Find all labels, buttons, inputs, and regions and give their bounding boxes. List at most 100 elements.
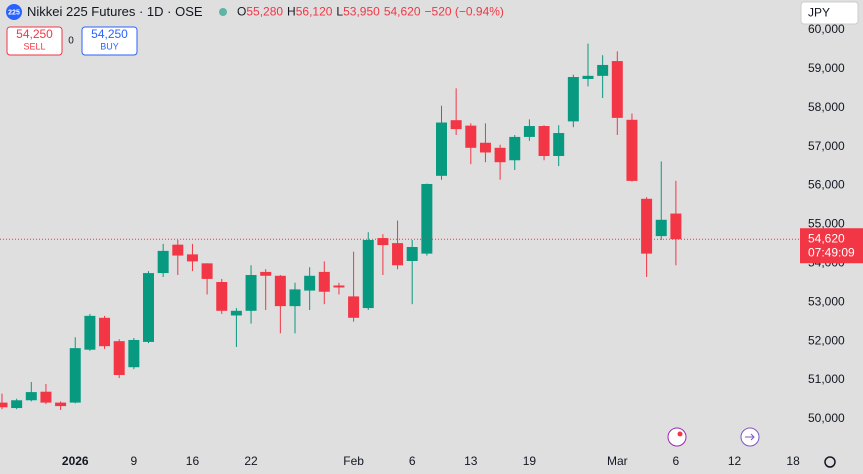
- candle-body: [597, 64, 609, 76]
- candle-body: [245, 275, 257, 311]
- symbol-badge-text: 225: [8, 9, 20, 16]
- candle-body: [274, 275, 286, 307]
- sell-price: 54,250: [16, 27, 53, 41]
- scroll-arrow: [745, 433, 755, 441]
- candle-body: [553, 133, 565, 156]
- candle-body: [186, 254, 198, 262]
- x-tick-label: 6: [409, 454, 416, 468]
- symbol-badge: [6, 4, 22, 20]
- candle-body: [362, 240, 374, 309]
- x-tick-label: 22: [244, 454, 258, 468]
- ohlc-value: 55,280: [246, 5, 283, 19]
- candle-body: [289, 289, 301, 307]
- x-tick-label: Feb: [343, 454, 364, 468]
- x-tick-label: 6: [673, 454, 680, 468]
- y-tick-label: 55,000: [808, 217, 845, 231]
- change: −520 (−0.94%): [425, 5, 504, 19]
- chart-title: Nikkei 225 Futures · 1D · OSE: [27, 4, 203, 19]
- market-status: [219, 8, 227, 16]
- candle-body: [113, 341, 125, 375]
- candle-body: [377, 238, 389, 246]
- ohlc-legend: O55,280 H56,120 L53,950 54,620 −520 (−0.94%): [237, 5, 504, 19]
- candle-body: [216, 282, 228, 311]
- candle-body: [494, 147, 506, 163]
- y-tick-label: 52,000: [808, 333, 845, 347]
- candle-body: [157, 250, 169, 274]
- x-tick-label: 16: [186, 454, 200, 468]
- candle-body: [172, 244, 184, 256]
- plot: [0, 43, 800, 410]
- candle-body: [99, 317, 111, 347]
- candle-body: [40, 391, 52, 403]
- y-tick-label: 58,000: [808, 100, 845, 114]
- candle-body: [538, 126, 550, 156]
- spread: 0: [68, 36, 74, 47]
- countdown: 07:49:09: [808, 245, 855, 259]
- candle-body: [465, 125, 477, 148]
- ohlc-key: L: [336, 5, 343, 19]
- candle-body: [69, 348, 81, 403]
- currency-button[interactable]: [800, 1, 859, 25]
- x-tick-label: 18: [786, 454, 800, 468]
- y-tick-label: 59,000: [808, 61, 845, 75]
- y-tick-label: 60,000: [808, 22, 845, 36]
- y-tick-label: 51,000: [808, 372, 845, 386]
- buy-price: 54,250: [91, 27, 128, 41]
- candle-body: [55, 402, 67, 407]
- candle-body: [84, 315, 96, 350]
- currency: JPY: [808, 6, 830, 20]
- candle-body: [421, 183, 433, 254]
- y-tick-label: 50,000: [808, 411, 845, 425]
- candle-body: [582, 75, 594, 79]
- x-tick-label: 19: [523, 454, 537, 468]
- last-value: 54,620: [384, 5, 421, 19]
- candle-body: [567, 77, 579, 122]
- x-tick-label: 9: [131, 454, 138, 468]
- candle-body: [201, 263, 213, 279]
- candle-body: [479, 142, 491, 153]
- candle-body: [333, 285, 345, 288]
- candle-body: [641, 198, 653, 254]
- buy-button[interactable]: [81, 26, 138, 56]
- candle-body: [260, 271, 272, 276]
- event-icon[interactable]: [667, 427, 687, 447]
- candle-body: [0, 402, 8, 408]
- current-price-box: [800, 228, 863, 264]
- candle-body: [655, 219, 667, 237]
- candle-body: [230, 310, 242, 316]
- current-price-label: 54,620: [808, 231, 845, 245]
- event-dot: [677, 431, 683, 437]
- x-tick-label: Mar: [607, 454, 628, 468]
- x-tick-label: 13: [464, 454, 478, 468]
- sell-label: SELL: [23, 41, 45, 51]
- y-tick-label: 57,000: [808, 139, 845, 153]
- ohlc-value: 53,950: [343, 5, 380, 19]
- candle-body: [392, 243, 404, 266]
- ohlc-value: 56,120: [296, 5, 333, 19]
- candle-body: [436, 122, 447, 176]
- candle-body: [348, 296, 360, 318]
- x-tick-label: 2026: [62, 454, 89, 468]
- ohlc-key: H: [287, 5, 296, 19]
- x-tick-label: 12: [728, 454, 742, 468]
- sell-button[interactable]: [6, 26, 63, 56]
- candle-body: [406, 247, 418, 262]
- ohlc-key: O: [237, 5, 246, 19]
- candle-body: [523, 126, 535, 137]
- buy-label: BUY: [100, 41, 119, 51]
- candle-body: [611, 61, 623, 118]
- candle-body: [143, 273, 154, 342]
- candle-body: [670, 213, 682, 240]
- candle-body: [11, 400, 23, 409]
- settings-icon[interactable]: [824, 456, 836, 468]
- candle-body: [25, 392, 37, 401]
- y-tick-label: 56,000: [808, 178, 845, 192]
- candle-body: [128, 339, 140, 368]
- y-tick-label: 53,000: [808, 294, 845, 308]
- candle-body: [318, 271, 330, 292]
- candle-body: [304, 275, 316, 291]
- candle-body: [626, 119, 638, 181]
- candle-body: [450, 120, 462, 130]
